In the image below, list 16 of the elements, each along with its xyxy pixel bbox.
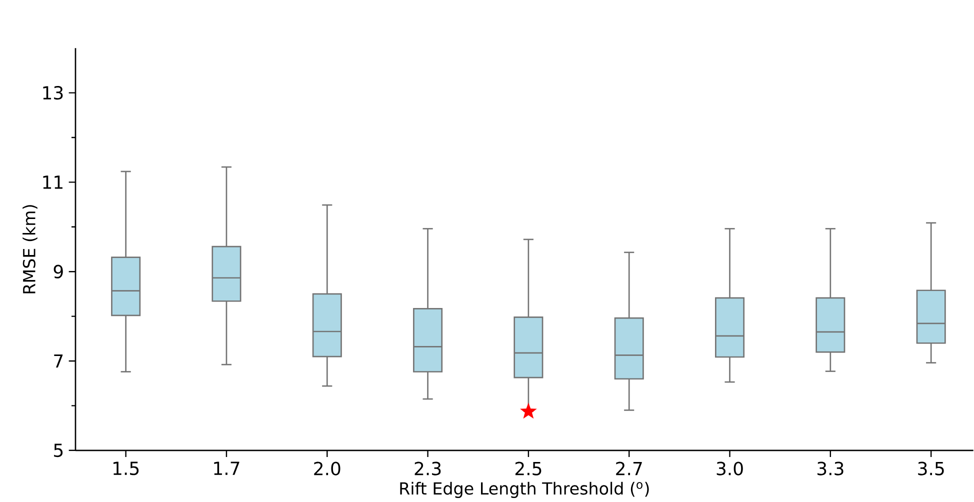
x-tick-label: 2.5: [515, 462, 542, 476]
y-tick-label: 11: [43, 175, 62, 189]
y-tick-label: 9: [54, 264, 63, 278]
x-tick-label: 2.7: [616, 462, 642, 475]
y-tick-label: 13: [43, 86, 63, 100]
y-tick-label: 7: [54, 354, 63, 368]
x-tick-label: 1.7: [214, 462, 240, 475]
x-axis-title: Rift Edge Length Threshold ($^{o}$): [400, 482, 649, 498]
x-tick-label: 2.0: [314, 462, 340, 476]
x-tick-label: 3.5: [918, 462, 944, 476]
x-tick-label: 2.3: [414, 462, 441, 476]
x-tick-label: 3.3: [817, 462, 844, 476]
y-axis-title: RMSE (km): [22, 204, 38, 294]
x-tick-label: 3.0: [716, 462, 743, 476]
y-tick-label: 5: [54, 444, 63, 457]
x-tick-label: 1.5: [114, 462, 139, 475]
